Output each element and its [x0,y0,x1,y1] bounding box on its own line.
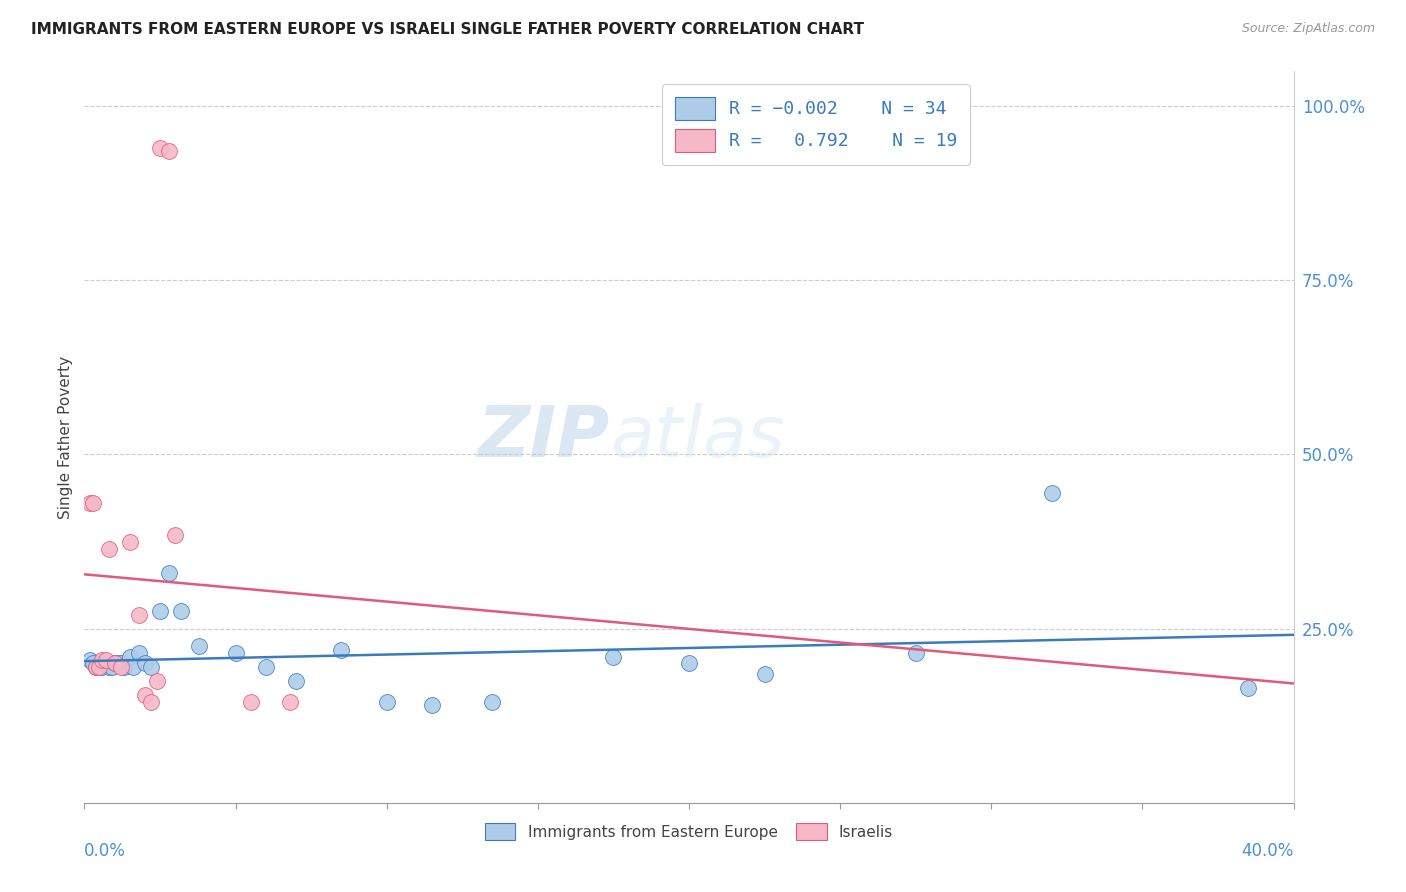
Point [165,527,187,541]
Point [89,660,111,674]
Point [330,642,353,657]
Legend: Immigrants from Eastern Europe, Israelis: Immigrants from Eastern Europe, Israelis [479,816,898,847]
Point [754,667,776,681]
Point [82,496,104,510]
Point [904,646,927,660]
Point [121,660,143,674]
Point [91,653,114,667]
Point [278,695,301,709]
Point [86,660,108,674]
Point [188,639,211,653]
Point [139,660,162,674]
Point [602,649,624,664]
Point [97,541,120,556]
Point [420,698,443,713]
Point [254,660,277,674]
Point [1040,485,1063,500]
Point [170,604,193,618]
Text: ZIP: ZIP [478,402,610,472]
Y-axis label: Single Father Poverty: Single Father Poverty [58,356,73,518]
Point [225,646,247,660]
Point [79,496,101,510]
Text: Source: ZipAtlas.com: Source: ZipAtlas.com [1241,22,1375,36]
Point [91,660,114,674]
Point [104,657,127,671]
Text: atlas: atlas [610,402,785,472]
Point [100,660,122,674]
Point [149,141,172,155]
Point [128,607,150,622]
Text: 40.0%: 40.0% [1241,842,1294,860]
Point [285,673,308,688]
Text: 0.0%: 0.0% [84,842,127,860]
Point [94,657,117,671]
Point [375,695,398,709]
Text: IMMIGRANTS FROM EASTERN EUROPE VS ISRAELI SINGLE FATHER POVERTY CORRELATION CHAR: IMMIGRANTS FROM EASTERN EUROPE VS ISRAEL… [31,22,863,37]
Point [86,660,108,674]
Point [157,145,180,159]
Point [82,657,104,671]
Point [134,688,156,702]
Point [110,660,132,674]
Point [678,657,700,671]
Point [1237,681,1260,695]
Point [134,657,156,671]
Point [79,653,101,667]
Point [107,657,129,671]
Point [118,534,141,549]
Point [157,566,180,580]
Point [139,695,162,709]
Point [481,695,503,709]
Point [146,673,169,688]
Point [118,649,141,664]
Point [97,660,120,674]
Point [94,653,117,667]
Point [149,604,172,618]
Point [112,660,135,674]
Point [104,657,127,671]
Point [89,660,111,674]
Point [239,695,262,709]
Point [110,657,132,671]
Point [128,646,150,660]
